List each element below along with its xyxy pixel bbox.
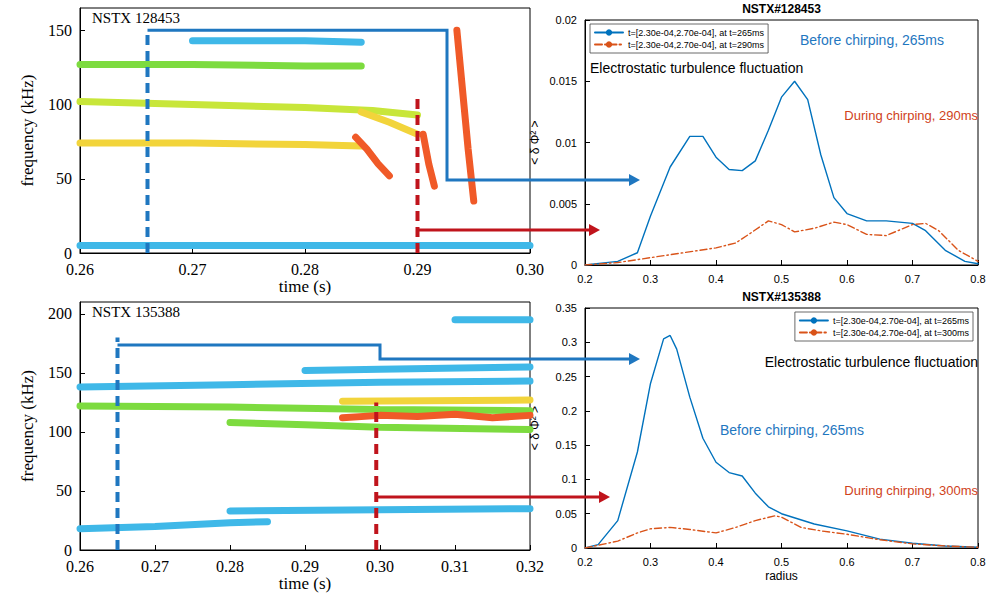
svg-text:< δ Φ² >: < δ Φ² > bbox=[528, 405, 542, 451]
svg-text:100: 100 bbox=[48, 423, 72, 440]
svg-text:NSTX 128453: NSTX 128453 bbox=[92, 10, 180, 26]
svg-text:Electrostatic turbulence fluct: Electrostatic turbulence fluctuation bbox=[765, 354, 978, 370]
svg-text:100: 100 bbox=[48, 96, 72, 113]
svg-text:0: 0 bbox=[64, 542, 72, 559]
svg-text:0.30: 0.30 bbox=[366, 558, 394, 575]
svg-text:frequency (kHz): frequency (kHz) bbox=[18, 75, 37, 187]
svg-text:0.29: 0.29 bbox=[291, 558, 319, 575]
svg-text:0.5: 0.5 bbox=[774, 273, 789, 285]
svg-text:0.15: 0.15 bbox=[556, 439, 577, 451]
svg-text:During chirping, 290ms: During chirping, 290ms bbox=[844, 108, 978, 123]
svg-text:t=[2.30e-04,2.70e-04], at t=26: t=[2.30e-04,2.70e-04], at t=265ms bbox=[628, 28, 765, 38]
svg-text:150: 150 bbox=[48, 364, 72, 381]
svg-text:0.27: 0.27 bbox=[179, 261, 207, 278]
svg-text:0.3: 0.3 bbox=[643, 556, 658, 568]
svg-text:0: 0 bbox=[64, 245, 72, 262]
svg-text:0.30: 0.30 bbox=[516, 261, 544, 278]
svg-text:0.25: 0.25 bbox=[556, 371, 577, 383]
svg-text:50: 50 bbox=[56, 482, 72, 499]
svg-text:0.6: 0.6 bbox=[839, 556, 854, 568]
svg-text:Before chirping, 265ms: Before chirping, 265ms bbox=[720, 422, 864, 438]
svg-text:0.5: 0.5 bbox=[774, 556, 789, 568]
svg-text:0.8: 0.8 bbox=[970, 273, 985, 285]
svg-text:t=[2.30e-04,2.70e-04], at t=26: t=[2.30e-04,2.70e-04], at t=265ms bbox=[833, 316, 970, 326]
svg-text:0.28: 0.28 bbox=[216, 558, 244, 575]
svg-text:0.2: 0.2 bbox=[562, 405, 577, 417]
svg-text:0.4: 0.4 bbox=[708, 556, 723, 568]
svg-text:0.2: 0.2 bbox=[577, 273, 592, 285]
svg-text:0.015: 0.015 bbox=[549, 75, 577, 87]
svg-text:0.3: 0.3 bbox=[562, 336, 577, 348]
svg-text:0.02: 0.02 bbox=[556, 14, 577, 26]
svg-text:0.01: 0.01 bbox=[556, 137, 577, 149]
svg-text:NSTX#135388: NSTX#135388 bbox=[742, 290, 821, 304]
svg-text:0.31: 0.31 bbox=[441, 558, 469, 575]
svg-text:0.8: 0.8 bbox=[970, 556, 985, 568]
svg-text:0.1: 0.1 bbox=[562, 473, 577, 485]
svg-text:0.6: 0.6 bbox=[839, 273, 854, 285]
svg-text:0.35: 0.35 bbox=[556, 302, 577, 314]
svg-text:frequency (kHz): frequency (kHz) bbox=[18, 370, 37, 482]
svg-text:0.2: 0.2 bbox=[577, 556, 592, 568]
svg-text:Electrostatic turbulence fluct: Electrostatic turbulence fluctuation bbox=[590, 60, 803, 76]
svg-text:0.32: 0.32 bbox=[516, 558, 544, 575]
svg-text:NSTX 135388: NSTX 135388 bbox=[92, 304, 180, 320]
svg-text:0: 0 bbox=[571, 259, 577, 271]
svg-text:50: 50 bbox=[56, 170, 72, 187]
svg-text:0.28: 0.28 bbox=[291, 261, 319, 278]
svg-text:0.4: 0.4 bbox=[708, 273, 723, 285]
svg-text:200: 200 bbox=[48, 305, 72, 322]
svg-text:0.3: 0.3 bbox=[643, 273, 658, 285]
svg-text:150: 150 bbox=[48, 22, 72, 39]
svg-text:radius: radius bbox=[765, 569, 798, 583]
svg-text:t=[2.30e-04,2.70e-04], at t=30: t=[2.30e-04,2.70e-04], at t=300ms bbox=[833, 328, 970, 338]
svg-text:time (s): time (s) bbox=[279, 574, 331, 593]
svg-text:< δ Φ² >: < δ Φ² > bbox=[528, 120, 542, 164]
svg-text:0.26: 0.26 bbox=[66, 558, 94, 575]
svg-text:0: 0 bbox=[571, 542, 577, 554]
svg-text:NSTX#128453: NSTX#128453 bbox=[742, 2, 821, 16]
svg-text:0.7: 0.7 bbox=[905, 556, 920, 568]
svg-text:0.26: 0.26 bbox=[66, 261, 94, 278]
svg-text:time (s): time (s) bbox=[279, 277, 331, 296]
svg-text:0.29: 0.29 bbox=[404, 261, 432, 278]
svg-text:0.7: 0.7 bbox=[905, 273, 920, 285]
svg-text:t=[2.30e-04,2.70e-04], at t=29: t=[2.30e-04,2.70e-04], at t=290ms bbox=[628, 40, 765, 50]
svg-text:0.05: 0.05 bbox=[556, 508, 577, 520]
svg-text:Before chirping, 265ms: Before chirping, 265ms bbox=[800, 32, 944, 48]
svg-text:0.27: 0.27 bbox=[141, 558, 169, 575]
svg-text:0.005: 0.005 bbox=[549, 198, 577, 210]
svg-text:During chirping, 300ms: During chirping, 300ms bbox=[844, 483, 978, 498]
